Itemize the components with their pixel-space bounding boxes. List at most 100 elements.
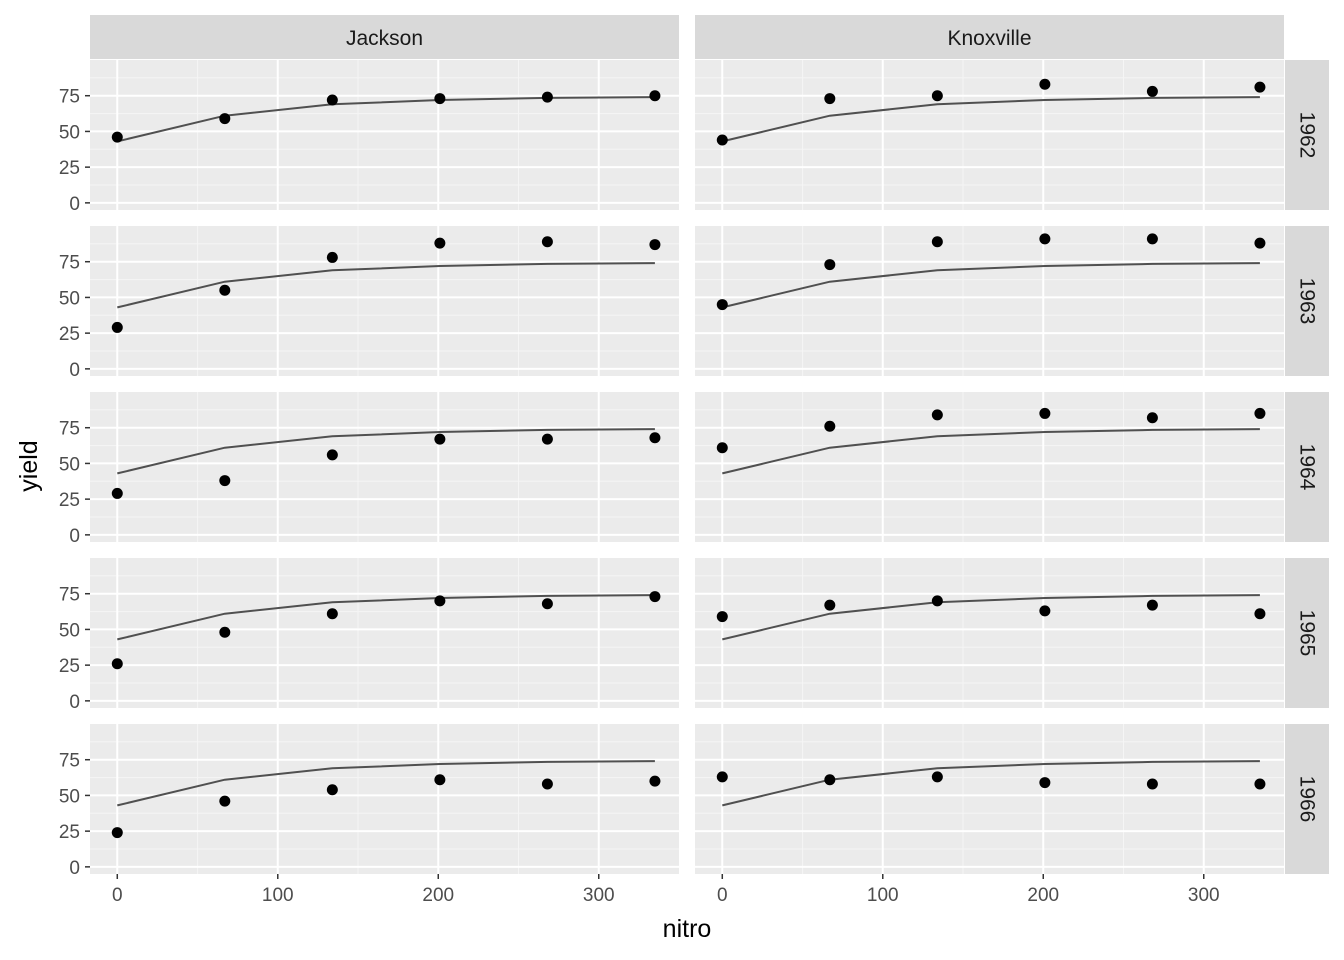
x-tick-label: 300 xyxy=(1188,885,1220,906)
panel-background xyxy=(90,392,679,542)
fitted-line xyxy=(117,428,655,475)
data-point xyxy=(434,595,446,607)
data-point xyxy=(824,259,836,271)
data-point xyxy=(1039,407,1051,419)
column-strip-label: Jackson xyxy=(346,27,423,50)
row-strip-1964 xyxy=(1285,392,1329,542)
y-tick-label: 0 xyxy=(69,858,80,879)
data-point xyxy=(326,449,338,461)
data-point xyxy=(1146,599,1158,611)
data-point xyxy=(1146,778,1158,790)
panel-background xyxy=(90,60,679,210)
y-tick-label: 25 xyxy=(59,822,80,843)
data-point xyxy=(716,442,728,454)
data-point xyxy=(1254,81,1266,93)
x-tick-label: 0 xyxy=(112,885,123,906)
data-point xyxy=(1254,237,1266,249)
data-point xyxy=(326,608,338,620)
fitted-line xyxy=(722,428,1260,475)
data-point xyxy=(824,599,836,611)
axes: 0 25 50 75 0 25 50 75 0 25 50 75 0 25 50 75 0 25 50 75 0 100 2… xyxy=(59,87,1220,906)
y-tick-label: 25 xyxy=(59,656,80,677)
facet-strips: Jackson Knoxville 1962 1963 1964 1965 1966 xyxy=(90,15,1329,874)
row-strip-label: 1964 xyxy=(1296,444,1319,491)
data-point xyxy=(824,420,836,432)
data-point xyxy=(649,90,661,102)
data-point xyxy=(111,827,123,839)
data-point xyxy=(541,598,553,610)
data-point xyxy=(541,778,553,790)
panel-background xyxy=(90,558,679,708)
row-strip-label: 1962 xyxy=(1296,112,1319,159)
data-point xyxy=(1254,778,1266,790)
y-tick-label: 0 xyxy=(69,194,80,215)
data-point xyxy=(1039,605,1051,617)
data-point xyxy=(649,239,661,251)
data-point xyxy=(434,237,446,249)
y-tick-label: 0 xyxy=(69,360,80,381)
data-point xyxy=(931,90,943,102)
data-point xyxy=(111,487,123,499)
data-point xyxy=(111,321,123,333)
y-tick-label: 50 xyxy=(59,122,80,143)
panel-knoxville-1962 xyxy=(695,60,1284,210)
panel-knoxville-1965 xyxy=(695,558,1284,708)
row-strip-1965 xyxy=(1285,558,1329,708)
x-tick-label: 200 xyxy=(1027,885,1059,906)
fitted-line xyxy=(117,262,655,309)
panel-jackson-1963 xyxy=(90,226,679,376)
panel-jackson-1962 xyxy=(90,60,679,210)
data-point xyxy=(716,134,728,146)
y-tick-label: 25 xyxy=(59,158,80,179)
data-point xyxy=(541,433,553,445)
x-tick-label: 0 xyxy=(717,885,728,906)
fitted-line xyxy=(117,594,655,641)
y-tick-label: 75 xyxy=(59,87,80,108)
data-point xyxy=(931,409,943,421)
data-point xyxy=(326,784,338,796)
data-point xyxy=(649,775,661,787)
data-point xyxy=(434,774,446,786)
column-strip-jackson xyxy=(90,15,679,59)
y-tick-label: 0 xyxy=(69,526,80,547)
y-tick-label: 75 xyxy=(59,253,80,274)
fitted-line xyxy=(117,760,655,807)
data-point xyxy=(434,433,446,445)
row-strip-label: 1963 xyxy=(1296,278,1319,325)
x-tick-label: 100 xyxy=(262,885,294,906)
panel-background xyxy=(695,724,1284,874)
data-point xyxy=(649,591,661,603)
y-tick-label: 25 xyxy=(59,324,80,345)
data-point xyxy=(1039,777,1051,789)
data-point xyxy=(716,611,728,623)
data-point xyxy=(541,91,553,103)
data-point xyxy=(716,771,728,783)
x-tick-label: 200 xyxy=(422,885,454,906)
data-point xyxy=(1146,85,1158,97)
data-point xyxy=(326,251,338,263)
data-point xyxy=(824,93,836,105)
row-strip-label: 1965 xyxy=(1296,610,1319,657)
facet-panels xyxy=(90,60,1284,874)
x-tick-label: 300 xyxy=(583,885,615,906)
y-tick-label: 50 xyxy=(59,620,80,641)
row-strip-1963 xyxy=(1285,226,1329,376)
data-point xyxy=(824,774,836,786)
panel-background xyxy=(90,724,679,874)
fitted-line xyxy=(722,262,1260,309)
data-point xyxy=(931,771,943,783)
panel-background xyxy=(695,392,1284,542)
data-point xyxy=(1254,608,1266,620)
column-strip-label: Knoxville xyxy=(947,27,1031,50)
data-point xyxy=(219,475,231,487)
panel-jackson-1964 xyxy=(90,392,679,542)
data-point xyxy=(434,93,446,105)
data-point xyxy=(931,236,943,248)
y-tick-label: 50 xyxy=(59,454,80,475)
y-tick-label: 50 xyxy=(59,288,80,309)
data-point xyxy=(1039,78,1051,90)
panel-knoxville-1963 xyxy=(695,226,1284,376)
data-point xyxy=(219,795,231,807)
data-point xyxy=(111,131,123,143)
